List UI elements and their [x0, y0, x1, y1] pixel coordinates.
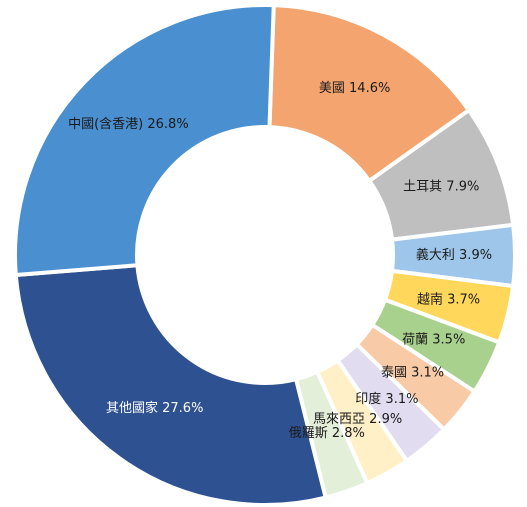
- data-label-泰國-3-1: 泰國 3.1%: [381, 366, 444, 381]
- data-label-土耳其-7-9: 土耳其 7.9%: [403, 179, 479, 194]
- data-label-馬來西亞-2-9: 馬來西亞 2.9%: [313, 412, 402, 427]
- data-label-俄羅斯-2-8: 俄羅斯 2.8%: [289, 426, 365, 441]
- data-label-印度-3-1: 印度 3.1%: [355, 391, 418, 407]
- slice-group: [13, 3, 517, 507]
- label-group: 美國 14.6% 土耳其 7.9% 義大利 3.9% 越南 3.7% 荷蘭 3.5% 泰國…: [68, 81, 492, 441]
- data-label-其他國家-27-6: 其他國家 27.6%: [106, 400, 203, 416]
- data-label-荷蘭-3-5: 荷蘭 3.5%: [402, 332, 465, 348]
- slice-其他國家-27-6: [13, 263, 329, 507]
- data-label-美國-14-6: 美國 14.6%: [319, 81, 390, 96]
- slice-美國-14-6: [267, 3, 472, 184]
- data-label-中國-含香港-26-8: 中國(含香港) 26.8%: [68, 116, 189, 132]
- slice-中國-含香港-26-8: [13, 3, 276, 278]
- data-label-義大利-3-9: 義大利 3.9%: [416, 247, 492, 263]
- data-label-越南-3-7: 越南 3.7%: [417, 292, 480, 308]
